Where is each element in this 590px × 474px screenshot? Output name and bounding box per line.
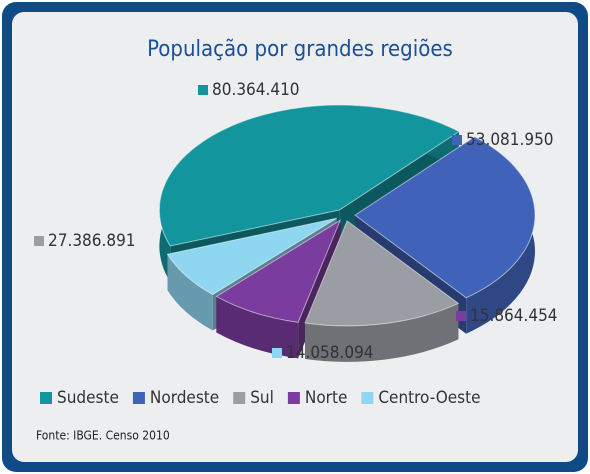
- slice-side: [305, 303, 459, 362]
- label-swatch: [34, 236, 44, 246]
- label-swatch: [452, 135, 462, 145]
- value-label: 15.864.454: [470, 306, 558, 326]
- chart-title: População por grandes regiões: [147, 37, 453, 62]
- slice: [215, 219, 342, 323]
- legend-swatch: [40, 392, 52, 404]
- slice: [166, 217, 337, 296]
- value-label: 80.364.410: [212, 80, 300, 100]
- source: Fonte: IBGE. Censo 2010: [36, 429, 170, 443]
- value-label: 27.386.891: [48, 231, 136, 251]
- legend-swatch: [132, 392, 145, 404]
- label-swatch: [272, 348, 282, 358]
- legend-label: Sul: [250, 388, 274, 408]
- slice-side: [216, 296, 299, 359]
- legend-label: Sudeste: [57, 388, 119, 408]
- label-swatch: [456, 311, 466, 321]
- slice: [158, 104, 461, 247]
- slice: [354, 136, 536, 299]
- legend-label: Centro-Oeste: [378, 388, 480, 408]
- slice: [304, 220, 460, 327]
- legend-label: Norte: [305, 388, 347, 408]
- legend-swatch: [233, 392, 246, 404]
- legend-swatch: [361, 392, 374, 404]
- slice-side: [167, 254, 213, 331]
- legend-swatch: [287, 392, 300, 404]
- value-label: 14.058.094: [286, 343, 374, 363]
- value-label: 53.081.950: [466, 130, 554, 150]
- legend-label: Nordeste: [150, 388, 219, 408]
- label-swatch: [198, 85, 208, 95]
